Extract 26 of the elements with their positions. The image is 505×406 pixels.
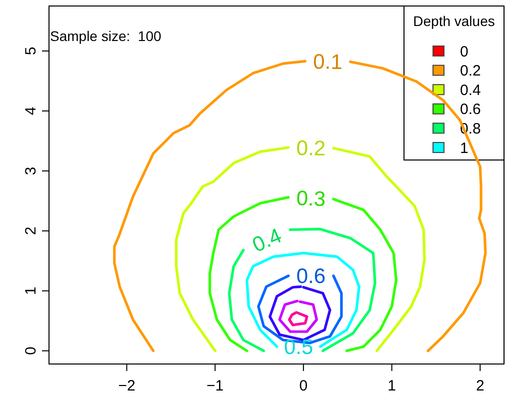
y-tick-label: 2 [22,226,40,236]
legend-label: 0.2 [460,62,481,80]
x-tick-label: −1 [206,378,224,394]
legend-label: 0 [460,43,468,60]
x-tick-label: −2 [118,378,136,394]
annotation: 0.5 [284,336,314,359]
y-tick-label: 1 [22,286,40,296]
line-series [288,311,308,326]
x-tick-label: 2 [476,378,484,394]
x-tick-label: 1 [388,378,396,394]
y-tick-label: 4 [22,106,40,116]
x-tick-label: 0 [299,378,308,394]
annotation: Sample size: 100 [50,28,162,44]
legend-title: Depth values [413,13,495,29]
annotation: 0.2 [296,136,326,160]
legend-label: 0.4 [460,82,481,99]
y-tick-label: 3 [22,166,40,176]
y-tick-label: 0 [22,346,40,355]
annotation: 0.3 [296,186,326,212]
legend-label: 0.6 [460,101,481,118]
annotation: 0.1 [312,50,342,74]
legend-label: 1 [460,140,468,157]
annotation: 0.6 [296,265,326,288]
line-series [278,300,318,333]
y-tick-label: 5 [22,46,40,56]
annotation: 0.4 [249,224,286,258]
